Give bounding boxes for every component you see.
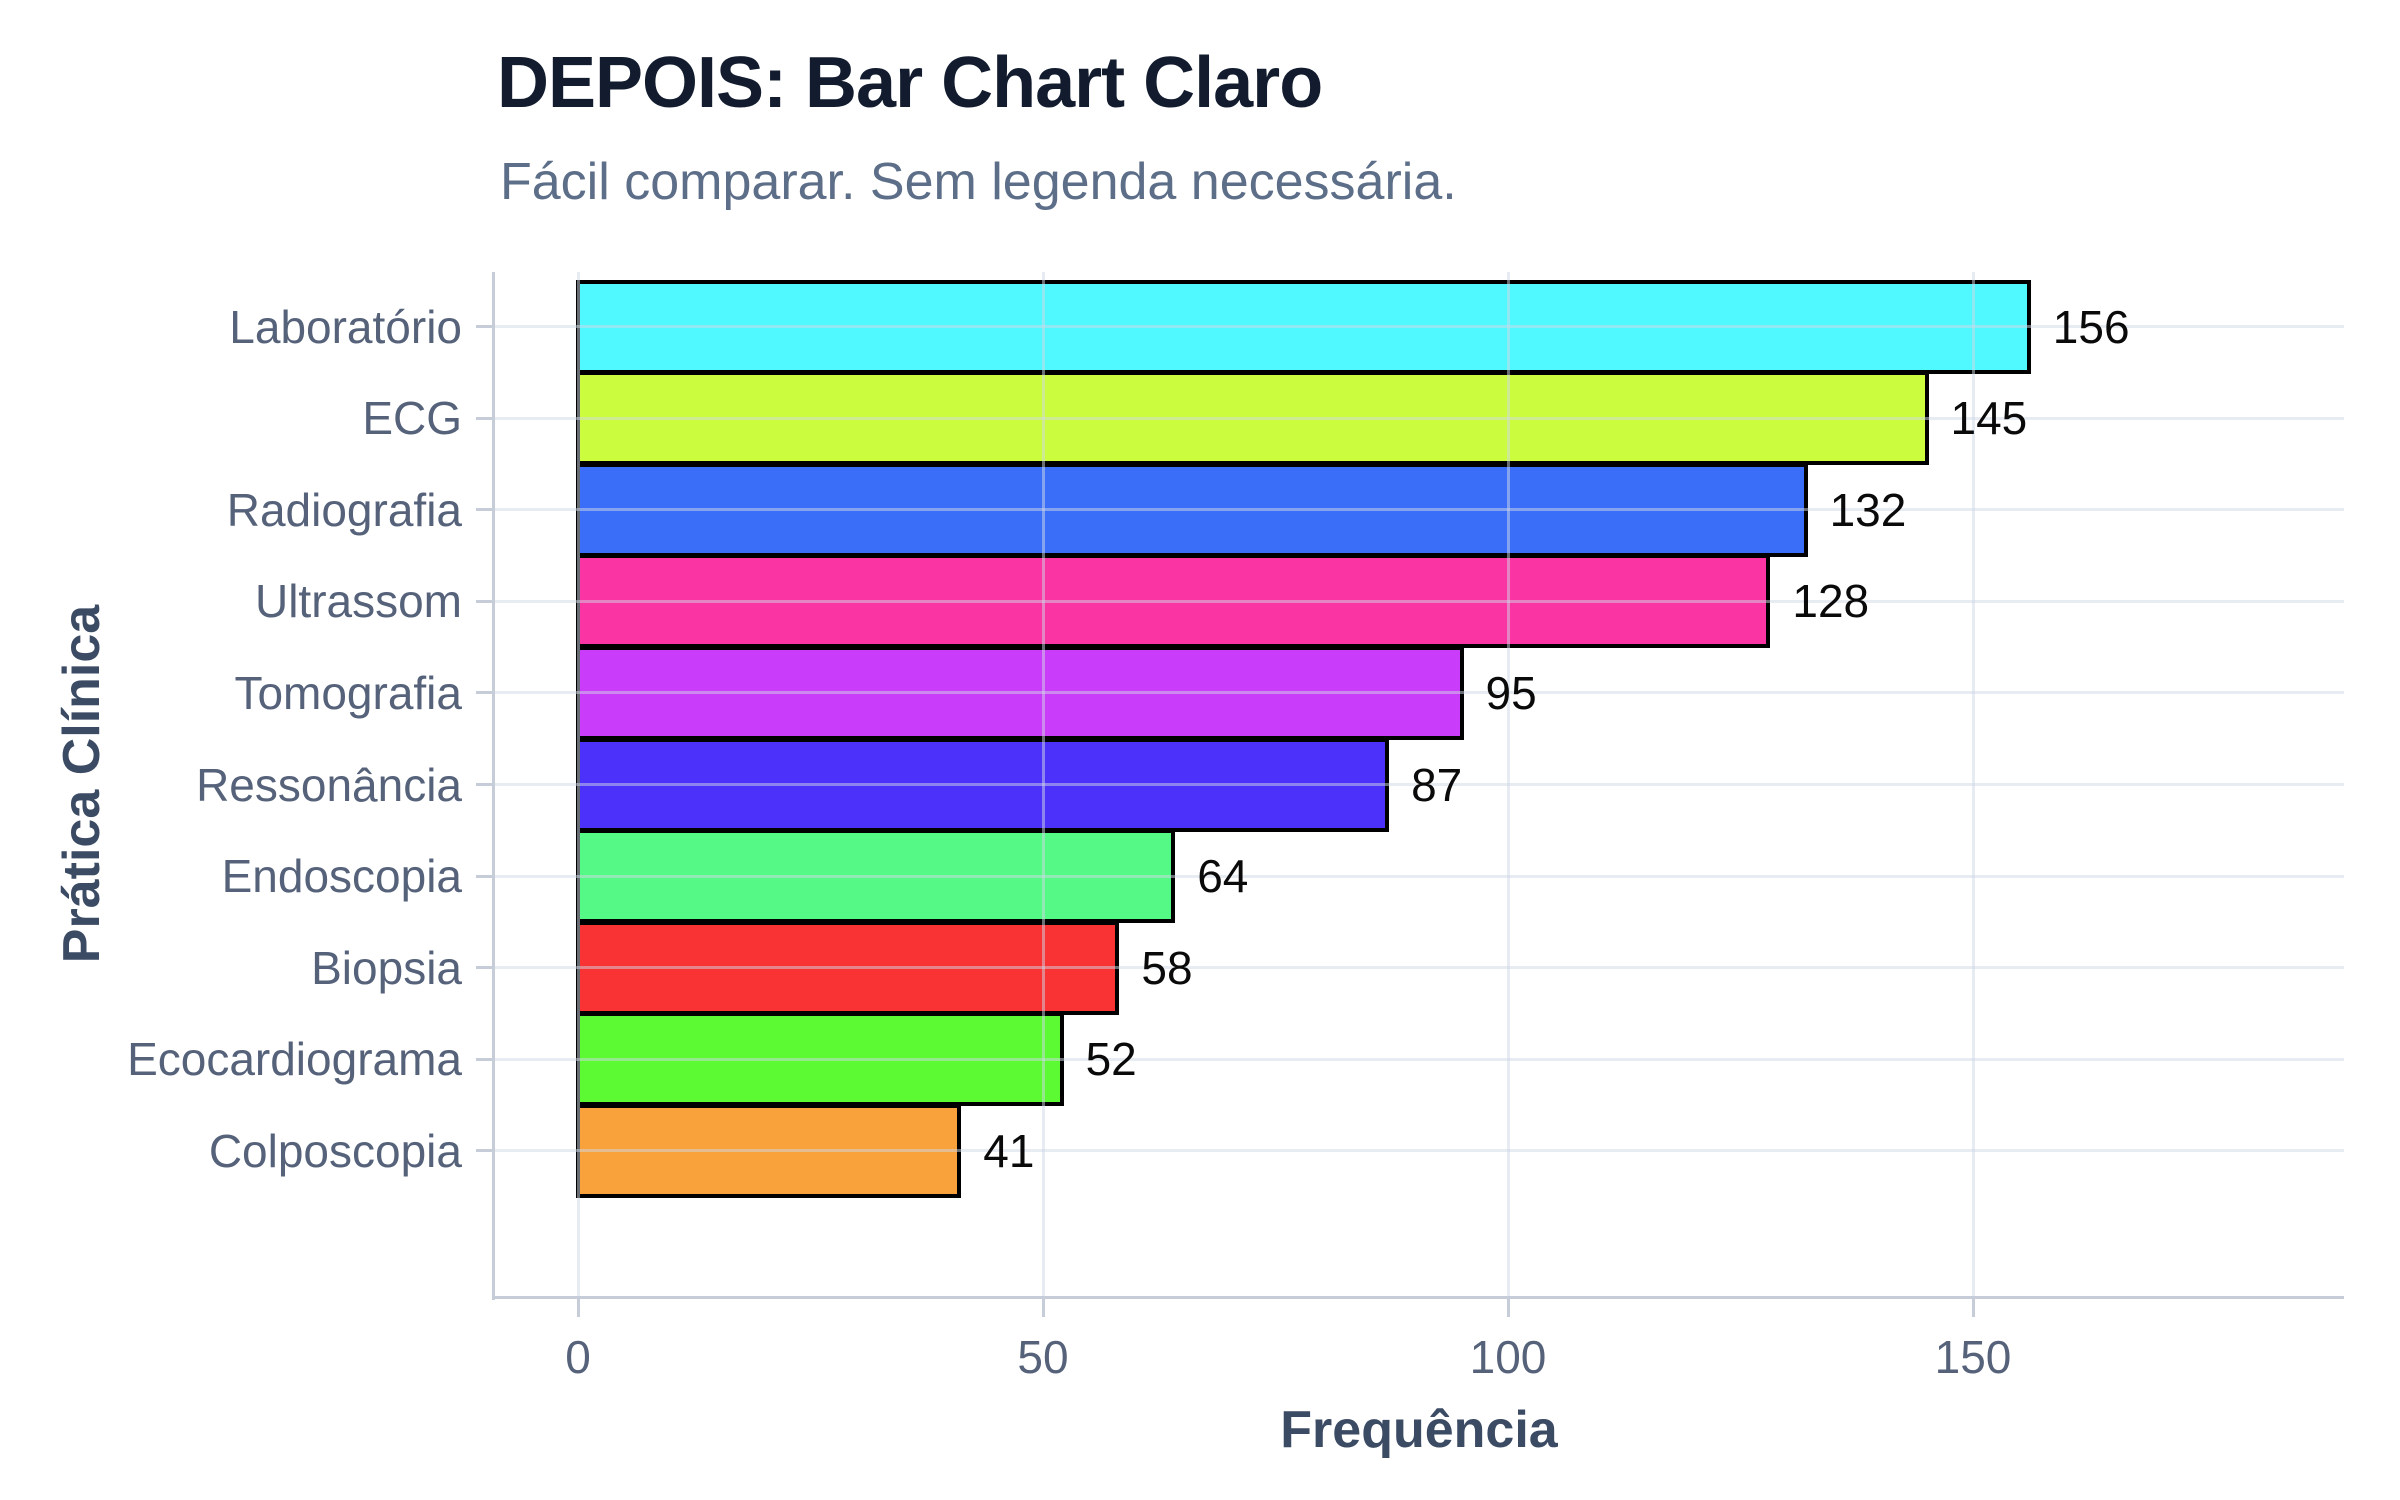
- horizontal-gridline: [494, 966, 2344, 970]
- x-axis-title: Frequência: [1280, 1401, 1558, 1459]
- x-tick-mark: [1506, 1299, 1510, 1317]
- bar-value-label: 58: [1141, 941, 1193, 994]
- y-tick-mark: [476, 325, 492, 329]
- category-label: Radiografia: [226, 483, 462, 536]
- bar-value-label: 87: [1411, 758, 1463, 811]
- category-label: Ecocardiograma: [127, 1033, 462, 1086]
- bar-value-label: 128: [1792, 575, 1870, 628]
- category-label: Endoscopia: [221, 850, 462, 903]
- bar-value-label: 41: [983, 1124, 1035, 1177]
- y-tick-mark: [476, 508, 492, 512]
- y-tick-mark: [476, 966, 492, 970]
- x-tick-mark: [1971, 1299, 1975, 1317]
- category-label: Ultrassom: [254, 575, 462, 628]
- bar-value-label: 64: [1197, 850, 1249, 903]
- category-label: ECG: [362, 392, 462, 445]
- horizontal-gridline: [494, 1057, 2344, 1061]
- horizontal-gridline: [494, 783, 2344, 786]
- chart-title: DEPOIS: Bar Chart Claro: [497, 43, 1323, 123]
- x-axis-line: [492, 1296, 2344, 1299]
- y-tick-mark: [476, 1057, 492, 1061]
- y-axis-line: [492, 272, 495, 1300]
- horizontal-gridline: [494, 416, 2344, 420]
- category-label: Colposcopia: [208, 1124, 462, 1177]
- horizontal-gridline: [494, 1149, 2344, 1153]
- y-tick-mark: [476, 783, 492, 786]
- y-tick-mark: [476, 874, 492, 878]
- x-tick-label: 150: [1934, 1331, 2012, 1383]
- horizontal-gridline: [494, 508, 2344, 512]
- y-tick-mark: [476, 1149, 492, 1153]
- category-label: Ressonância: [196, 758, 462, 811]
- category-label: Biopsia: [311, 941, 462, 994]
- x-tick-mark: [576, 1299, 580, 1317]
- horizontal-gridline: [494, 691, 2344, 695]
- bar-value-label: 95: [1485, 666, 1537, 719]
- y-tick-mark: [476, 416, 492, 420]
- horizontal-gridline: [494, 325, 2344, 329]
- chart-subtitle: Fácil comparar. Sem legenda necessária.: [500, 153, 1457, 211]
- x-tick-label: 100: [1469, 1331, 1547, 1383]
- y-tick-mark: [476, 691, 492, 695]
- bar-value-label: 52: [1085, 1033, 1137, 1086]
- x-tick-mark: [1041, 1299, 1045, 1317]
- bar-value-label: 132: [1829, 483, 1907, 536]
- bar-value-label: 156: [2052, 300, 2130, 353]
- x-tick-label: 50: [1017, 1331, 1069, 1383]
- bar-value-label: 145: [1950, 392, 2028, 445]
- horizontal-gridline: [494, 874, 2344, 878]
- category-label: Laboratório: [229, 300, 462, 353]
- y-tick-mark: [476, 599, 492, 603]
- category-label: Tomografia: [234, 666, 462, 719]
- x-tick-label: 0: [565, 1331, 591, 1383]
- horizontal-gridline: [494, 599, 2344, 603]
